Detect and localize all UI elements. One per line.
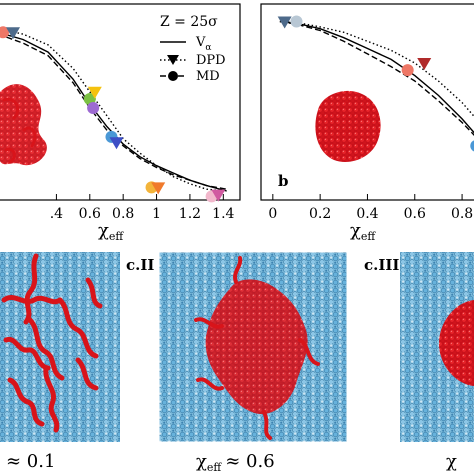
legend-marker-dpd xyxy=(167,55,179,65)
panel-a-series-dotted-line xyxy=(0,28,227,192)
panel-b-x-axis-label: χeff xyxy=(350,220,376,243)
panel-a-x-ticks: .4 0.6 0.8 1 1.2 1.4 xyxy=(50,194,235,222)
panel-b-data-point-triangle xyxy=(417,57,432,70)
panel-a-chart: .4 0.6 0.8 1 1.2 1.4 Z = 25σ Vα DPD MD χeff xyxy=(0,3,241,243)
panel-a-series-dashed-line xyxy=(0,34,227,190)
panel-b-x-tick-label: 0.8 xyxy=(451,206,473,222)
snapshot-c1-polymer-strands xyxy=(1,253,103,433)
panel-a-data-point-triangle xyxy=(109,137,124,150)
snapshot-c2-polymer-strands xyxy=(194,256,320,440)
panel-a-data-point-triangle xyxy=(151,182,166,195)
panel-a-series-lines xyxy=(0,28,227,192)
snapshot-c2-label: c.II xyxy=(126,256,154,274)
panel-a-data-points xyxy=(0,26,226,203)
panel-a-annotation: Z = 25σ xyxy=(160,14,218,30)
panel-a-x-tick-label: 1 xyxy=(152,206,161,222)
legend-label-v-alpha: Vα xyxy=(195,35,211,53)
panel-b-x-tick-label: 0.2 xyxy=(309,206,331,222)
panel-b-x-tick-label: 0.6 xyxy=(404,206,426,222)
snapshot-c1-caption: ≈ 0.1 xyxy=(6,451,55,472)
panel-a-x-tick-label: 1.2 xyxy=(179,206,201,222)
snapshot-c3-polymer-globule xyxy=(438,300,474,386)
panel-a-plot-frame xyxy=(0,3,241,201)
panel-b-data-point-triangle xyxy=(277,16,292,29)
snapshot-c2-caption: χeff ≈ 0.6 xyxy=(196,451,275,474)
panel-a-data-point-circle xyxy=(87,102,100,115)
legend-label-md: MD xyxy=(196,69,220,84)
snapshot-c3-caption: χ xyxy=(446,451,457,472)
snapshot-c3: c.III χ xyxy=(364,252,474,472)
snapshot-c3-label: c.III xyxy=(364,256,399,274)
panel-a-x-tick-label: 0.8 xyxy=(112,206,134,222)
panel-b-chart: 0 0.2 0.4 0.6 0.8 b χeff xyxy=(260,3,474,243)
panel-a-x-axis-label: χeff xyxy=(98,220,124,243)
panel-b-data-point-circle xyxy=(470,140,474,152)
panel-a-x-tick-label: .4 xyxy=(50,206,63,222)
snapshot-c2-frame xyxy=(158,251,348,443)
legend-marker-md xyxy=(168,71,178,81)
panel-b-series-solid-line xyxy=(279,20,474,134)
panel-a-x-tick-label: 1.4 xyxy=(212,206,234,222)
snapshot-c2: c.II χeff ≈ 0.6 xyxy=(126,251,348,474)
panel-b-polymer-globule-inset xyxy=(315,90,381,162)
panel-a-data-point-triangle xyxy=(87,86,102,99)
panel-b-series-dashed-line xyxy=(279,20,474,136)
panel-b-x-tick-label: 0.4 xyxy=(356,206,378,222)
panel-a-data-point-triangle xyxy=(211,189,226,202)
panel-b-data-points xyxy=(277,15,474,152)
panel-b-series-dotted-line xyxy=(279,20,474,118)
snapshot-c2-polymer-cluster xyxy=(205,279,308,415)
panel-b-x-ticks: 0 0.2 0.4 0.6 0.8 xyxy=(268,194,473,222)
panel-b-data-point-circle xyxy=(401,64,414,77)
panel-a-data-point-circle xyxy=(0,26,10,39)
panel-b-label: b xyxy=(278,172,289,190)
snapshot-c1: ≈ 0.1 xyxy=(0,252,120,472)
panel-a-data-point-triangle xyxy=(6,27,21,40)
panel-a-polymer-coil-inset xyxy=(0,84,47,166)
panel-a-x-tick-label: 0.6 xyxy=(79,206,101,222)
panel-a-data-point-circle xyxy=(83,93,96,106)
panel-b-x-tick-label: 0 xyxy=(268,206,277,222)
panel-b-data-point-circle xyxy=(290,15,303,28)
legend-label-dpd: DPD xyxy=(196,53,226,68)
panel-b-plot-frame xyxy=(260,3,474,201)
panel-a-legend: Vα DPD MD xyxy=(160,35,226,84)
panel-b-series-lines xyxy=(279,20,474,136)
